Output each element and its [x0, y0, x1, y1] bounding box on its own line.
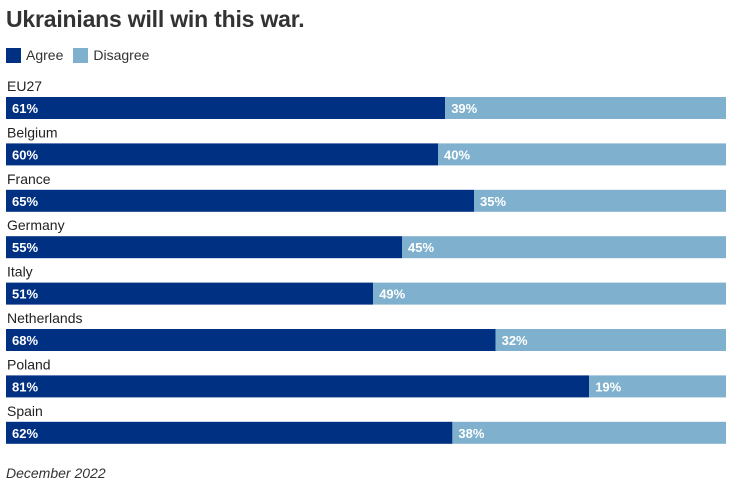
bar-agree-spain [6, 421, 453, 444]
data-label-agree-belgium: 60% [12, 147, 38, 162]
bar-agree-netherlands [6, 329, 496, 351]
legend-swatch-agree [6, 47, 21, 63]
category-label-poland: Poland [7, 356, 51, 372]
category-label-france: France [7, 171, 51, 187]
data-label-agree-germany: 55% [12, 240, 38, 255]
data-label-disagree-poland: 19% [595, 379, 621, 394]
bar-agree-poland [6, 375, 590, 398]
data-label-agree-eu27: 61% [12, 101, 38, 116]
data-label-disagree-spain: 38% [458, 426, 484, 441]
data-label-agree-france: 65% [12, 194, 38, 209]
data-label-disagree-eu27: 39% [451, 101, 477, 116]
bar-disagree-eu27 [445, 97, 726, 119]
category-label-spain: Spain [7, 403, 43, 419]
category-label-belgium: Belgium [7, 124, 58, 140]
category-label-netherlands: Netherlands [7, 310, 83, 326]
data-label-agree-italy: 51% [12, 287, 38, 302]
bar-disagree-belgium [438, 143, 726, 166]
category-label-italy: Italy [7, 264, 33, 280]
legend-label-agree: Agree [26, 47, 64, 63]
bar-disagree-italy [373, 282, 726, 305]
bar-disagree-poland [589, 375, 726, 398]
bar-agree-belgium [6, 143, 438, 166]
category-label-germany: Germany [7, 217, 65, 233]
bar-agree-france [6, 189, 474, 212]
bar-disagree-france [474, 189, 726, 212]
bar-disagree-netherlands [495, 329, 726, 351]
legend-item-agree: Agree [6, 47, 63, 63]
data-label-disagree-italy: 49% [379, 287, 405, 302]
legend-swatch-disagree [73, 47, 89, 63]
data-label-agree-spain: 62% [12, 426, 38, 441]
category-label-eu27: EU27 [7, 78, 42, 94]
data-label-disagree-netherlands: 32% [502, 333, 528, 348]
legend-label-disagree: Disagree [93, 47, 150, 63]
data-label-agree-netherlands: 68% [12, 333, 38, 348]
data-label-disagree-germany: 45% [408, 240, 434, 255]
bar-agree-germany [6, 236, 402, 259]
bar-agree-eu27 [6, 97, 446, 119]
chart-title: Ukrainians will win this war. [6, 6, 305, 32]
bar-disagree-spain [452, 421, 726, 444]
bar-agree-italy [6, 282, 374, 305]
legend-item-disagree: Disagree [73, 47, 149, 63]
data-label-disagree-belgium: 40% [444, 147, 470, 162]
bar-disagree-germany [402, 236, 726, 259]
footer-date: December 2022 [6, 465, 106, 481]
data-label-agree-poland: 81% [12, 379, 38, 394]
legend: Agree Disagree [6, 46, 159, 64]
data-label-disagree-france: 35% [480, 194, 506, 209]
